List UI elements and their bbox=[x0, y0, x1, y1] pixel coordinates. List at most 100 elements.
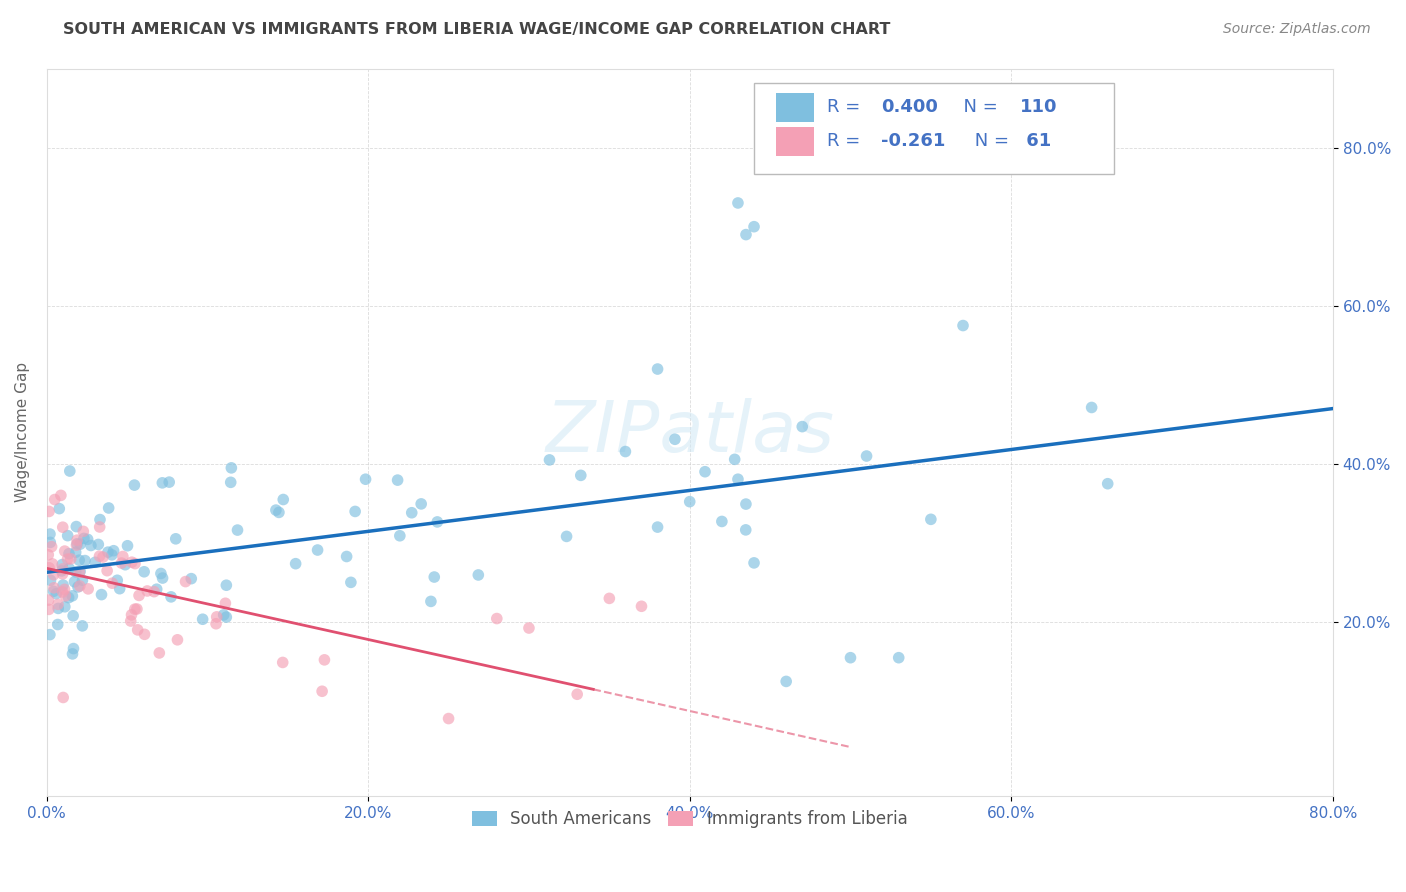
Point bbox=[69, 579, 91, 593]
Point bbox=[58, 547, 80, 561]
Point bbox=[89, 549, 111, 564]
Point bbox=[180, 572, 202, 586]
Point bbox=[143, 584, 166, 599]
Point bbox=[344, 504, 367, 518]
Point bbox=[124, 602, 146, 616]
Point bbox=[647, 362, 669, 376]
Point bbox=[212, 607, 235, 622]
FancyBboxPatch shape bbox=[754, 83, 1114, 174]
Point bbox=[67, 553, 90, 567]
Point bbox=[152, 571, 174, 585]
Point bbox=[37, 593, 59, 607]
Point bbox=[76, 533, 98, 547]
Point bbox=[735, 497, 758, 511]
Point bbox=[271, 492, 294, 507]
Point bbox=[307, 543, 329, 558]
Point bbox=[724, 452, 747, 467]
Point bbox=[630, 599, 652, 614]
Text: 61: 61 bbox=[1021, 132, 1052, 150]
Point bbox=[128, 589, 150, 603]
Point bbox=[41, 557, 63, 571]
Point bbox=[38, 561, 60, 575]
Point bbox=[56, 552, 79, 566]
Point bbox=[387, 473, 409, 487]
FancyBboxPatch shape bbox=[776, 93, 814, 121]
Point bbox=[117, 539, 139, 553]
Point bbox=[66, 537, 89, 551]
Point bbox=[219, 475, 242, 490]
Text: N =: N = bbox=[952, 98, 1004, 116]
Point bbox=[693, 465, 716, 479]
Point bbox=[264, 503, 287, 517]
Point bbox=[567, 687, 589, 701]
Text: R =: R = bbox=[827, 98, 866, 116]
Point bbox=[62, 608, 84, 623]
Point bbox=[127, 623, 149, 637]
Point bbox=[39, 535, 62, 549]
Point bbox=[426, 515, 449, 529]
Point bbox=[157, 475, 180, 489]
Point bbox=[66, 580, 89, 594]
Point bbox=[41, 540, 63, 554]
Point bbox=[569, 468, 592, 483]
Text: 110: 110 bbox=[1021, 98, 1057, 116]
Point bbox=[110, 556, 132, 570]
Point bbox=[105, 574, 128, 588]
Point bbox=[271, 656, 294, 670]
Text: SOUTH AMERICAN VS IMMIGRANTS FROM LIBERIA WAGE/INCOME GAP CORRELATION CHART: SOUTH AMERICAN VS IMMIGRANTS FROM LIBERI… bbox=[63, 22, 890, 37]
Point bbox=[65, 519, 87, 533]
Point bbox=[97, 545, 120, 559]
Point bbox=[96, 564, 118, 578]
Point bbox=[52, 562, 75, 576]
Legend: South Americans, Immigrants from Liberia: South Americans, Immigrants from Liberia bbox=[465, 804, 914, 835]
Text: 0.400: 0.400 bbox=[882, 98, 938, 116]
Point bbox=[73, 553, 96, 567]
Point bbox=[437, 712, 460, 726]
Point bbox=[73, 532, 96, 546]
Point bbox=[58, 591, 80, 605]
Point bbox=[72, 524, 94, 539]
Point bbox=[401, 506, 423, 520]
Point bbox=[191, 612, 214, 626]
Point bbox=[284, 557, 307, 571]
Text: -0.261: -0.261 bbox=[882, 132, 946, 150]
Text: ZIPatlas: ZIPatlas bbox=[546, 398, 834, 467]
Point bbox=[727, 196, 749, 211]
Point bbox=[72, 574, 94, 588]
Point bbox=[53, 544, 76, 558]
Point bbox=[77, 582, 100, 596]
Point bbox=[920, 512, 942, 526]
Point bbox=[46, 617, 69, 632]
Point bbox=[39, 527, 62, 541]
Y-axis label: Wage/Income Gap: Wage/Income Gap bbox=[15, 362, 30, 502]
Point bbox=[60, 589, 83, 603]
Point bbox=[467, 568, 489, 582]
Text: R =: R = bbox=[827, 132, 866, 150]
Point bbox=[336, 549, 359, 564]
Point bbox=[314, 653, 336, 667]
Point bbox=[679, 494, 702, 508]
Point bbox=[517, 621, 540, 635]
Point bbox=[90, 588, 112, 602]
Point bbox=[647, 520, 669, 534]
Point bbox=[205, 616, 228, 631]
Point bbox=[49, 488, 72, 502]
Point bbox=[205, 610, 228, 624]
Point bbox=[134, 627, 156, 641]
Point bbox=[423, 570, 446, 584]
Point bbox=[52, 566, 75, 581]
Point bbox=[101, 576, 124, 591]
Point bbox=[89, 520, 111, 534]
Point bbox=[174, 574, 197, 589]
Point bbox=[65, 538, 87, 552]
Point bbox=[37, 548, 59, 562]
Point bbox=[66, 533, 89, 548]
Point bbox=[555, 529, 578, 543]
Point bbox=[51, 564, 73, 578]
Point bbox=[52, 585, 75, 599]
Point bbox=[614, 444, 637, 458]
Point bbox=[952, 318, 974, 333]
Point bbox=[53, 589, 76, 603]
Point bbox=[145, 582, 167, 597]
Point bbox=[419, 594, 441, 608]
